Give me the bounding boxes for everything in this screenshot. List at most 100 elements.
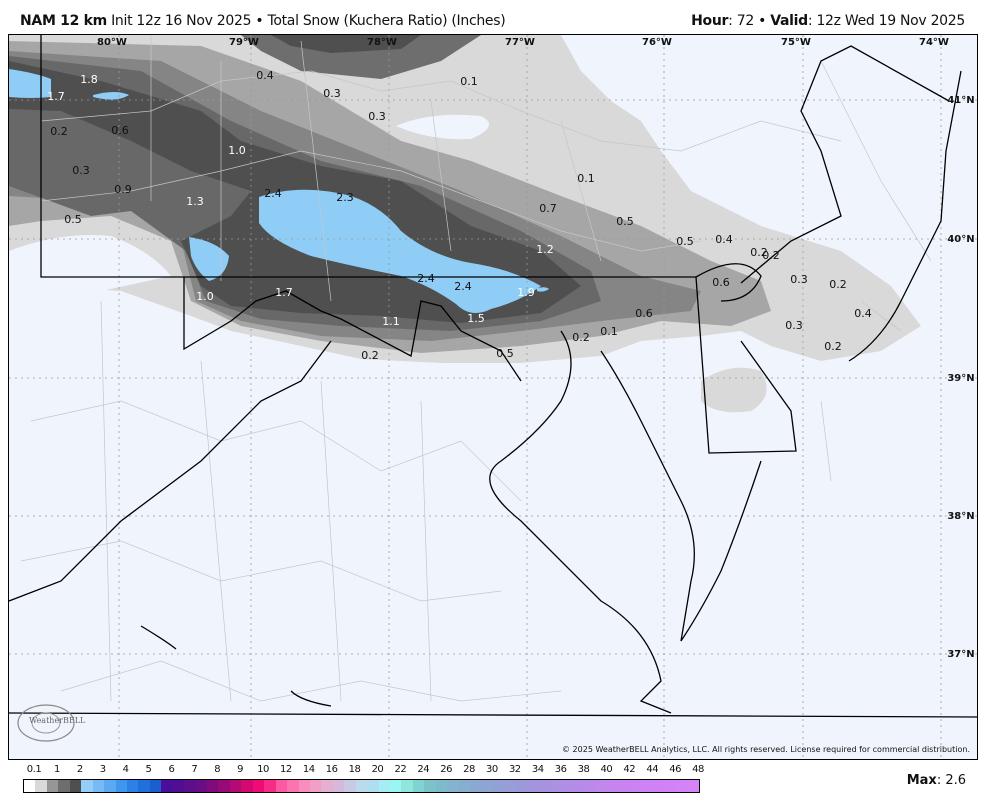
snow-shading	[9, 35, 921, 413]
colorbar-swatch	[149, 780, 162, 792]
colorbar-label: 6	[168, 764, 175, 775]
colorbar-swatch	[481, 780, 493, 792]
colorbar-labels: 0.1 1 2 3 4 5 6 7 8 9 10 12 14 16 18 20 22 24 26 28 30 32 34 36…	[0, 764, 720, 778]
snow-contour-blue	[259, 189, 541, 313]
colorbar-label: 5	[145, 764, 152, 775]
snow-label: 0.2	[572, 331, 590, 344]
colorbar-label: 28	[463, 764, 475, 775]
colorbar-label: 48	[692, 764, 704, 775]
colorbar-label: 7	[191, 764, 198, 775]
snow-label: 0.5	[496, 347, 514, 360]
snow-label: 0.4	[256, 69, 274, 82]
latitude-tick: 37°N	[947, 649, 974, 660]
model-name: NAM 12 km	[20, 13, 107, 29]
colorbar-label: 1	[53, 764, 60, 775]
colorbar-swatch	[126, 780, 139, 792]
colorbar-swatch	[607, 780, 619, 792]
snow-label: 0.6	[111, 124, 129, 137]
colorbar-label: 18	[348, 764, 361, 775]
colorbar-swatch	[241, 780, 253, 792]
colorbar-swatch	[184, 780, 196, 792]
colorbar-swatch	[618, 780, 631, 792]
latitude-tick: 38°N	[947, 511, 974, 522]
snow-label: 1.3	[186, 195, 204, 208]
latitude-tick: 40°N	[947, 234, 974, 245]
init-time: Init 12z 16 Nov 2025	[111, 13, 252, 29]
map-title: NAM 12 km Init 12z 16 Nov 2025 • Total S…	[20, 13, 506, 29]
snow-label: 1.7	[47, 90, 65, 103]
colorbar-label: 0.1	[26, 764, 42, 775]
map-svg: 80°W 79°W 78°W 77°W 76°W 75°W 74°W 41°N 40°N 39°…	[9, 35, 977, 759]
colorbar-label: 22	[394, 764, 407, 775]
colorbar-swatch	[275, 780, 288, 792]
snow-label: 1.8	[80, 73, 98, 86]
colorbar-label: 14	[302, 764, 315, 775]
colorbar-label: 10	[257, 764, 269, 775]
snow-label: 0.2	[50, 125, 68, 138]
colorbar-swatch	[527, 780, 539, 792]
snow-label: 0.3	[785, 319, 803, 332]
separator: •	[255, 13, 264, 29]
snow-label: 0.5	[64, 213, 82, 226]
colorbar-swatch	[584, 780, 596, 792]
snow-label: 2.4	[417, 272, 435, 285]
snow-label: 1.2	[536, 243, 554, 256]
colorbar-swatch	[229, 780, 242, 792]
snow-label: 0.4	[854, 307, 872, 320]
colorbar-label: 42	[623, 764, 636, 775]
snow-label: 0.1	[600, 325, 618, 338]
longitude-tick: 79°W	[229, 37, 259, 48]
colorbar-label: 32	[508, 764, 521, 775]
colorbar-swatch	[538, 780, 551, 792]
snow-label: 1.5	[467, 312, 485, 325]
colorbar-label: 30	[486, 764, 498, 775]
separator: •	[758, 13, 767, 29]
snow-label: 0.5	[616, 215, 634, 228]
county-lines	[20, 35, 932, 702]
snow-label: 0.2	[829, 278, 847, 291]
snow-label: 0.5	[676, 235, 694, 248]
colorbar-swatch	[378, 780, 390, 792]
snow-contour-blue	[189, 237, 229, 281]
snow-contour-top-darkest	[271, 35, 421, 53]
colorbar-swatch	[653, 780, 665, 792]
colorbar-swatch	[630, 780, 642, 792]
colorbar-swatch	[207, 780, 219, 792]
longitude-tick: 77°W	[505, 37, 535, 48]
snow-label: 0.3	[368, 110, 386, 123]
colorbar-swatch	[298, 780, 310, 792]
snow-label: 0.3	[72, 164, 90, 177]
colorbar-swatch	[435, 780, 448, 792]
watermark-text: WeatherBELL	[29, 716, 86, 725]
colorbar-swatch	[287, 780, 299, 792]
colorbar-swatch	[470, 780, 482, 792]
colorbar-swatch	[492, 780, 505, 792]
longitude-tick: 78°W	[367, 37, 397, 48]
snow-label: 1.0	[228, 144, 246, 157]
max-number: : 2.6	[936, 773, 966, 788]
colorbar-swatch	[264, 780, 276, 792]
colorbar-swatch	[81, 780, 93, 792]
longitude-tick: 80°W	[97, 37, 127, 48]
snow-label: 2.4	[454, 280, 472, 293]
colorbar-swatch	[355, 780, 368, 792]
copyright-notice: © 2025 WeatherBELL Analytics, LLC. All r…	[560, 745, 972, 754]
latitude-ticks: 41°N 40°N 39°N 38°N 37°N	[947, 95, 974, 660]
graticule	[9, 35, 977, 759]
colorbar-swatch	[390, 780, 402, 792]
colorbar-label: 20	[371, 764, 384, 775]
snow-label: 0.2	[361, 349, 379, 362]
colorbar-swatch	[24, 780, 36, 792]
snow-label: 0.3	[790, 273, 808, 286]
colorbar-label: 46	[669, 764, 681, 775]
colorbar-label: 2	[76, 764, 83, 775]
snow-label: 0.7	[539, 202, 557, 215]
colorbar-swatch	[561, 780, 573, 792]
colorbar-swatch	[595, 780, 608, 792]
colorbar-swatch	[104, 780, 116, 792]
snow-label: 0.2	[750, 246, 768, 259]
colorbar-swatch	[309, 780, 322, 792]
colorbar-swatch	[321, 780, 333, 792]
colorbar-label: 4	[122, 764, 129, 775]
colorbar-swatch	[447, 780, 459, 792]
